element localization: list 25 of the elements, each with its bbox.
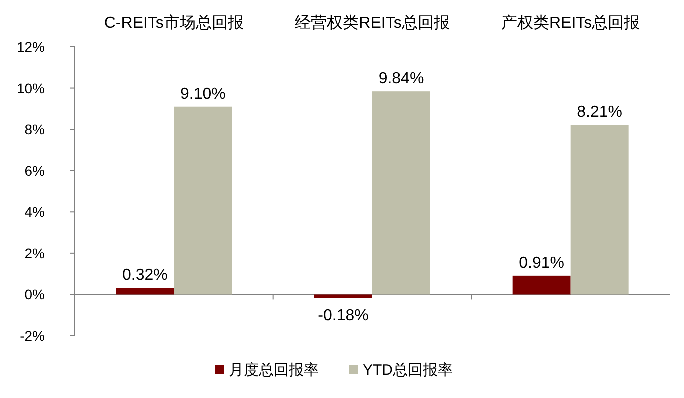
y-tick-label: 0% <box>24 286 45 303</box>
bar <box>314 294 372 298</box>
y-tick-label: -2% <box>20 328 45 344</box>
bar <box>570 125 629 295</box>
data-label: -0.18% <box>318 307 369 324</box>
y-tick-label: 2% <box>24 245 45 262</box>
bar <box>372 92 430 295</box>
y-tick-label: 10% <box>16 80 45 96</box>
y-tick-label: 12% <box>16 39 45 55</box>
legend-label: YTD总回报率 <box>363 362 453 379</box>
y-tick-label: 6% <box>24 162 45 179</box>
x-tick-label: 产权类REITs总回报 <box>501 14 640 32</box>
bar <box>174 106 232 295</box>
y-tick-label: 4% <box>24 204 45 220</box>
data-label: 9.84% <box>378 70 424 88</box>
x-tick-label: C-REITs市场总回报 <box>104 14 244 32</box>
bar <box>512 276 571 295</box>
bar <box>116 288 174 295</box>
legend-label: 月度总回报率 <box>229 362 319 379</box>
data-label: 0.32% <box>122 267 168 284</box>
y-tick-label: 8% <box>24 122 45 138</box>
data-label: 8.21% <box>577 104 623 122</box>
data-label: 9.10% <box>180 86 226 103</box>
x-tick-label: 经营权类REITs总回报 <box>295 14 450 32</box>
data-label: 0.91% <box>519 254 565 272</box>
